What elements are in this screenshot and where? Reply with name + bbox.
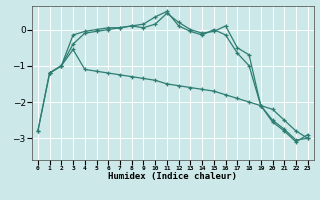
X-axis label: Humidex (Indice chaleur): Humidex (Indice chaleur) — [108, 172, 237, 181]
